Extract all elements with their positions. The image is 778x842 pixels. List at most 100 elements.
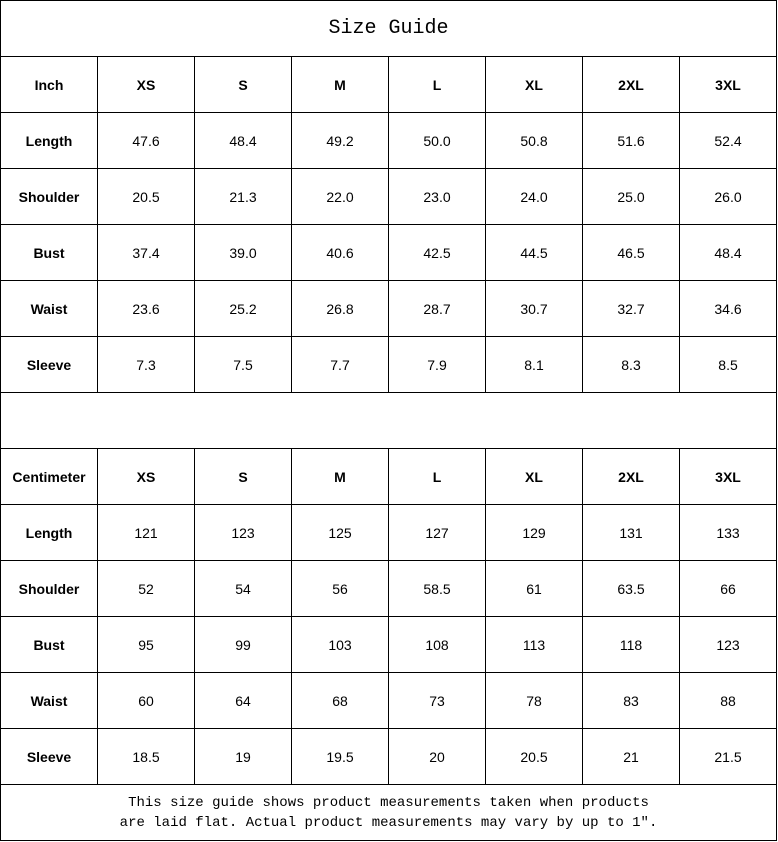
measurement-cell: 123 (194, 504, 292, 561)
measurement-cell: 30.7 (485, 280, 583, 337)
row-label: Shoulder (0, 560, 98, 617)
measurement-cell: 20.5 (485, 728, 583, 785)
size-header: 2XL (582, 448, 680, 505)
note-line-2: are laid flat. Actual product measuremen… (119, 814, 658, 831)
measurement-cell: 40.6 (291, 224, 389, 281)
size-header: XL (485, 448, 583, 505)
row-label: Bust (0, 616, 98, 673)
measurement-cell: 34.6 (678, 280, 778, 337)
row-label: Length (0, 112, 98, 169)
measurement-cell: 22.0 (291, 168, 389, 225)
measurement-cell: 66 (678, 560, 778, 617)
size-header: M (291, 448, 389, 505)
table-row: Length 47.6 48.4 49.2 50.0 50.8 51.6 52.4 (0, 112, 778, 169)
measurement-cell: 63.5 (582, 560, 680, 617)
row-label: Length (0, 504, 98, 561)
row-label: Shoulder (0, 168, 98, 225)
measurement-cell: 20 (388, 728, 486, 785)
measurement-cell: 39.0 (194, 224, 292, 281)
measurement-cell: 48.4 (678, 224, 778, 281)
measurement-cell: 54 (194, 560, 292, 617)
spacer-row (0, 392, 778, 449)
measurement-cell: 7.9 (388, 336, 486, 393)
measurement-cell: 21 (582, 728, 680, 785)
measurement-cell: 48.4 (194, 112, 292, 169)
measurement-cell: 26.0 (678, 168, 778, 225)
measurement-cell: 8.5 (678, 336, 778, 393)
measurement-cell: 50.0 (388, 112, 486, 169)
measurement-cell: 108 (388, 616, 486, 673)
table-row: Shoulder 52 54 56 58.5 61 63.5 66 (0, 560, 778, 617)
size-header: 3XL (678, 56, 778, 113)
size-header: XS (97, 56, 195, 113)
measurement-cell: 51.6 (582, 112, 680, 169)
table-row: Bust 37.4 39.0 40.6 42.5 44.5 46.5 48.4 (0, 224, 778, 281)
row-label: Sleeve (0, 336, 98, 393)
measurement-cell: 56 (291, 560, 389, 617)
measurement-cell: 127 (388, 504, 486, 561)
table-row: Shoulder 20.5 21.3 22.0 23.0 24.0 25.0 26.0 (0, 168, 778, 225)
table-row: Bust 95 99 103 108 113 118 123 (0, 616, 778, 673)
row-label: Waist (0, 280, 98, 337)
size-header: 3XL (678, 448, 778, 505)
measurement-cell: 20.5 (97, 168, 195, 225)
row-label: Bust (0, 224, 98, 281)
measurement-cell: 73 (388, 672, 486, 729)
measurement-cell: 8.1 (485, 336, 583, 393)
measurement-cell: 113 (485, 616, 583, 673)
measurement-cell: 25.0 (582, 168, 680, 225)
unit-label: Centimeter (0, 448, 98, 505)
table-row: Sleeve 7.3 7.5 7.7 7.9 8.1 8.3 8.5 (0, 336, 778, 393)
size-header: L (388, 448, 486, 505)
unit-label: Inch (0, 56, 98, 113)
measurement-cell: 50.8 (485, 112, 583, 169)
measurement-cell: 133 (678, 504, 778, 561)
measurement-cell: 44.5 (485, 224, 583, 281)
row-label: Sleeve (0, 728, 98, 785)
measurement-cell: 19.5 (291, 728, 389, 785)
measurement-cell: 7.5 (194, 336, 292, 393)
measurement-cell: 103 (291, 616, 389, 673)
measurement-cell: 23.6 (97, 280, 195, 337)
measurement-cell: 25.2 (194, 280, 292, 337)
size-header: S (194, 56, 292, 113)
measurement-cell: 47.6 (97, 112, 195, 169)
note-row: This size guide shows product measuremen… (0, 784, 778, 841)
measurement-cell: 61 (485, 560, 583, 617)
size-header: 2XL (582, 56, 680, 113)
measurement-cell: 123 (678, 616, 778, 673)
measurement-cell: 18.5 (97, 728, 195, 785)
size-header: M (291, 56, 389, 113)
measurement-cell: 88 (678, 672, 778, 729)
measurement-cell: 95 (97, 616, 195, 673)
measurement-cell: 52 (97, 560, 195, 617)
measurement-cell: 118 (582, 616, 680, 673)
measurement-cell: 8.3 (582, 336, 680, 393)
table-row: Waist 60 64 68 73 78 83 88 (0, 672, 778, 729)
table-row: Length 121 123 125 127 129 131 133 (0, 504, 778, 561)
measurement-cell: 60 (97, 672, 195, 729)
cm-header-row: Centimeter XS S M L XL 2XL 3XL (0, 448, 778, 505)
size-header: XL (485, 56, 583, 113)
measurement-cell: 131 (582, 504, 680, 561)
measurement-cell: 78 (485, 672, 583, 729)
measurement-cell: 125 (291, 504, 389, 561)
measurement-cell: 7.7 (291, 336, 389, 393)
measurement-cell: 28.7 (388, 280, 486, 337)
size-header: XS (97, 448, 195, 505)
table-row: Waist 23.6 25.2 26.8 28.7 30.7 32.7 34.6 (0, 280, 778, 337)
measurement-cell: 19 (194, 728, 292, 785)
measurement-cell: 26.8 (291, 280, 389, 337)
measurement-cell: 129 (485, 504, 583, 561)
measurement-cell: 83 (582, 672, 680, 729)
row-label: Waist (0, 672, 98, 729)
note-cell: This size guide shows product measuremen… (0, 784, 778, 841)
measurement-cell: 32.7 (582, 280, 680, 337)
measurement-cell: 99 (194, 616, 292, 673)
measurement-cell: 46.5 (582, 224, 680, 281)
measurement-cell: 58.5 (388, 560, 486, 617)
table-row: Sleeve 18.5 19 19.5 20 20.5 21 21.5 (0, 728, 778, 785)
page-title: Size Guide (0, 0, 778, 57)
measurement-cell: 49.2 (291, 112, 389, 169)
